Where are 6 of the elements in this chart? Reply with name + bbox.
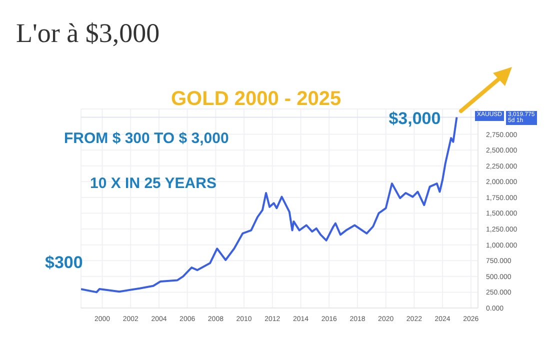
chart-title: L'or à $3,000	[16, 18, 160, 49]
annotation: $300	[45, 253, 83, 274]
annotation: 10 X IN 25 YEARS	[90, 175, 216, 192]
chart-subtitle: GOLD 2000 - 2025	[171, 88, 342, 111]
annotation: FROM $ 300 TO $ 3,000	[64, 130, 229, 147]
annotation: $3,000	[388, 109, 441, 130]
